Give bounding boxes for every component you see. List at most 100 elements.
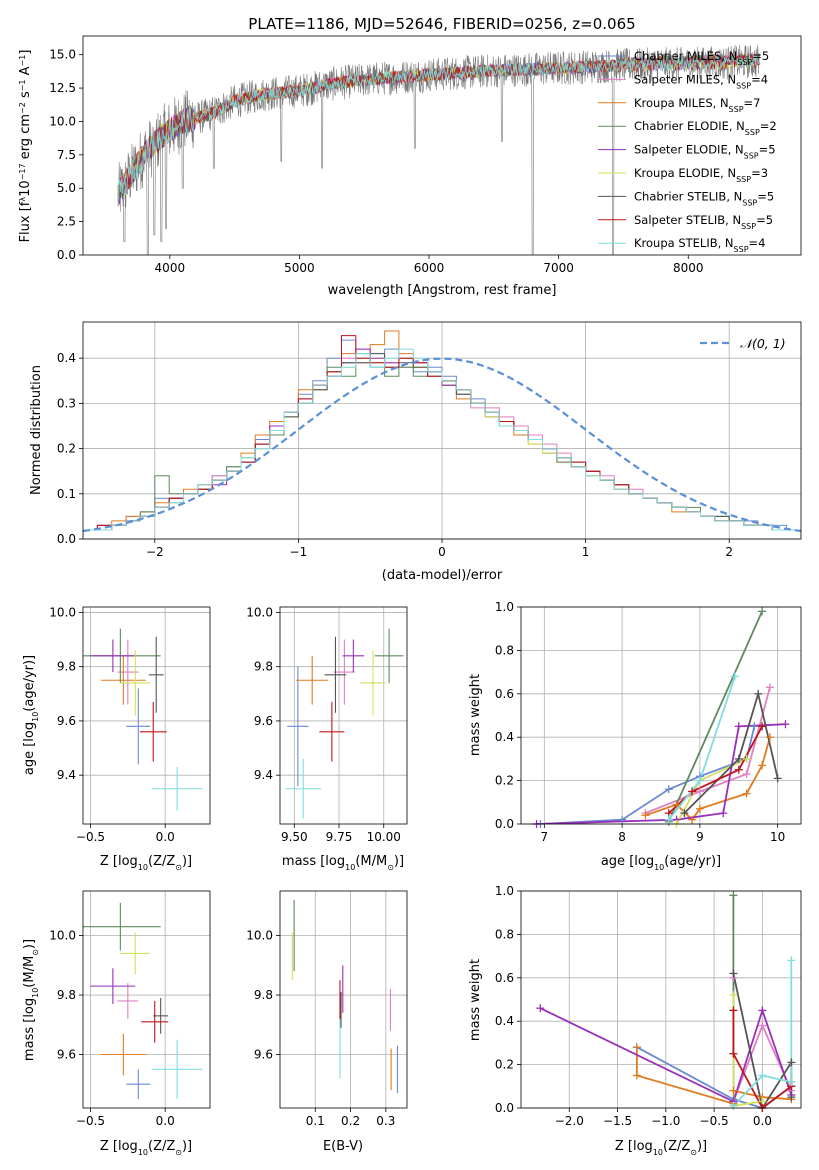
model-spectrum bbox=[117, 55, 760, 207]
legend-label: Kroupa STELIB, NSSP=4 bbox=[634, 236, 765, 254]
x-tick-label: 9.50 bbox=[281, 830, 308, 844]
plot-area bbox=[83, 330, 801, 539]
histogram-step bbox=[83, 348, 801, 539]
x-axis-label: E(B-V) bbox=[323, 1139, 363, 1154]
y-tick-label: 0.3 bbox=[57, 396, 76, 410]
weight-line bbox=[667, 610, 763, 823]
x-tick-label: 0.3 bbox=[376, 1114, 395, 1128]
y-tick-label: 0.8 bbox=[495, 643, 514, 657]
normal-curve bbox=[83, 357, 801, 533]
y-tick-label: 0.4 bbox=[57, 351, 76, 365]
x-tick-label: 0.0 bbox=[753, 1114, 772, 1128]
x-tick-label: 7000 bbox=[543, 261, 574, 275]
y-tick-label: 9.8 bbox=[254, 660, 273, 674]
x-tick-label: −1 bbox=[290, 545, 308, 559]
y-tick-label: 0.6 bbox=[495, 687, 514, 701]
y-axis-label: mass weight bbox=[468, 959, 483, 1041]
y-tick-label: 0.0 bbox=[57, 532, 76, 546]
legend-label: Salpeter ELODIE, NSSP=5 bbox=[634, 143, 776, 161]
x-axis-label: mass [log10(M/M⊙)] bbox=[282, 854, 404, 872]
y-axis-label: Flux [fλ10−17 erg cm−2 s−1 A−1] bbox=[18, 50, 34, 243]
y-tick-label: 9.4 bbox=[57, 768, 76, 782]
x-tick-label: 0.1 bbox=[306, 1114, 325, 1128]
legend-label: 𝒩(0, 1) bbox=[740, 336, 786, 351]
legend-label: Chabrier STELIB, NSSP=5 bbox=[634, 189, 774, 207]
figure-title: PLATE=1186, MJD=52646, FIBERID=0256, z=0… bbox=[248, 15, 635, 33]
x-tick-label: −2.0 bbox=[555, 1114, 584, 1128]
weight-line bbox=[645, 736, 771, 822]
x-tick-label: −1.5 bbox=[603, 1114, 632, 1128]
legend-label: Kroupa ELODIE, NSSP=3 bbox=[634, 166, 768, 184]
y-tick-label: 10.0 bbox=[49, 114, 76, 128]
x-axis-label: (data-model)/error bbox=[382, 568, 503, 583]
x-tick-label: 10 bbox=[770, 830, 785, 844]
legend-label: Chabrier MILES, NSSP=5 bbox=[634, 49, 769, 67]
plot-area bbox=[117, 44, 760, 255]
y-tick-label: 15.0 bbox=[49, 48, 76, 62]
y-tick-label: 0.8 bbox=[495, 927, 514, 941]
x-tick-label: 8000 bbox=[673, 261, 704, 275]
x-tick-label: 0 bbox=[438, 545, 446, 559]
axes-frame bbox=[279, 606, 408, 825]
axes-frame bbox=[82, 890, 211, 1109]
y-tick-label: 9.6 bbox=[254, 1047, 273, 1061]
panel-mass_vs_ebv: 0.1 0.2 0.3 9.6 9.8 10.0 bbox=[246, 890, 408, 1128]
y-tick-label: 9.8 bbox=[57, 660, 76, 674]
legend-label: Salpeter STELIB, NSSP=5 bbox=[634, 213, 773, 231]
legend-label: Kroupa MILES, NSSP=7 bbox=[634, 96, 760, 114]
y-tick-label: 0.1 bbox=[57, 487, 76, 501]
y-tick-label: 10.0 bbox=[49, 605, 76, 619]
x-tick-label: 4000 bbox=[155, 261, 186, 275]
y-axis-label: mass weight bbox=[468, 674, 483, 756]
y-tick-label: 9.4 bbox=[254, 768, 273, 782]
y-tick-label: 9.6 bbox=[254, 714, 273, 728]
panel-mass_weight_vs_age: 7 8 9 10 0.0 0.2 0.4 0.6 0.8 1.0 bbox=[495, 600, 802, 844]
plot-area bbox=[536, 610, 786, 824]
axes-frame bbox=[82, 321, 802, 540]
y-tick-label: 2.5 bbox=[57, 215, 76, 229]
weight-line bbox=[683, 690, 779, 814]
panel-residuals: −2 −1 0 1 2 0.0 0.1 0.2 0.3 0.4 bbox=[57, 321, 802, 559]
weight-line bbox=[539, 1007, 793, 1103]
x-tick-label: 0.0 bbox=[156, 830, 175, 844]
legend-label: Salpeter MILES, NSSP=4 bbox=[634, 72, 768, 90]
y-tick-label: 0.0 bbox=[57, 248, 76, 262]
y-tick-label: 12.5 bbox=[49, 81, 76, 95]
y-tick-label: 0.2 bbox=[495, 774, 514, 788]
plot-area bbox=[83, 902, 203, 1100]
y-tick-label: 0.6 bbox=[495, 971, 514, 985]
legend-label: Chabrier ELODIE, NSSP=2 bbox=[634, 119, 777, 137]
panel-mass_vs_Z: −0.5 0.0 9.6 9.8 10.0 bbox=[49, 890, 211, 1128]
x-tick-label: 6000 bbox=[414, 261, 445, 275]
x-tick-label: 5000 bbox=[284, 261, 315, 275]
x-tick-label: 7 bbox=[541, 830, 549, 844]
y-axis-label: age [log10(age/yr)] bbox=[22, 655, 40, 775]
x-tick-label: 0.0 bbox=[156, 1114, 175, 1128]
weight-line bbox=[732, 1010, 792, 1108]
x-tick-label: −2 bbox=[146, 545, 164, 559]
panel-age_vs_mass: 9.50 9.75 10.00 9.4 9.6 9.8 10.0 bbox=[246, 605, 408, 844]
plot-area bbox=[291, 899, 399, 1094]
panel-spectrum: 4000 5000 6000 7000 8000 0.0 2.5 5.0 7.5 10.0 12.5… bbox=[49, 35, 802, 275]
y-axis-label: mass [log10(M/M⊙)] bbox=[22, 939, 40, 1061]
y-tick-label: 7.5 bbox=[57, 148, 76, 162]
axes-frame bbox=[520, 606, 802, 825]
x-tick-label: 0.2 bbox=[341, 1114, 360, 1128]
y-tick-label: 9.6 bbox=[57, 1047, 76, 1061]
panel-age_vs_Z: −0.5 0.0 9.4 9.6 9.8 10.0 bbox=[49, 605, 211, 844]
plot-area bbox=[83, 628, 203, 811]
x-axis-label: Z [log10(Z/Z⊙)] bbox=[100, 1139, 192, 1157]
x-tick-label: −0.5 bbox=[76, 1114, 105, 1128]
y-tick-label: 1.0 bbox=[495, 600, 514, 614]
y-tick-label: 0.0 bbox=[495, 1101, 514, 1115]
y-tick-label: 10.0 bbox=[49, 929, 76, 943]
y-tick-label: 10.0 bbox=[246, 929, 273, 943]
x-tick-label: −0.5 bbox=[76, 830, 105, 844]
y-tick-label: 0.4 bbox=[495, 1014, 514, 1028]
y-tick-label: 0.2 bbox=[57, 442, 76, 456]
x-axis-label: Z [log10(Z/Z⊙)] bbox=[100, 854, 192, 872]
y-axis-label: Normed distribution bbox=[29, 365, 44, 495]
weight-line bbox=[668, 725, 763, 814]
x-tick-label: 9 bbox=[696, 830, 704, 844]
